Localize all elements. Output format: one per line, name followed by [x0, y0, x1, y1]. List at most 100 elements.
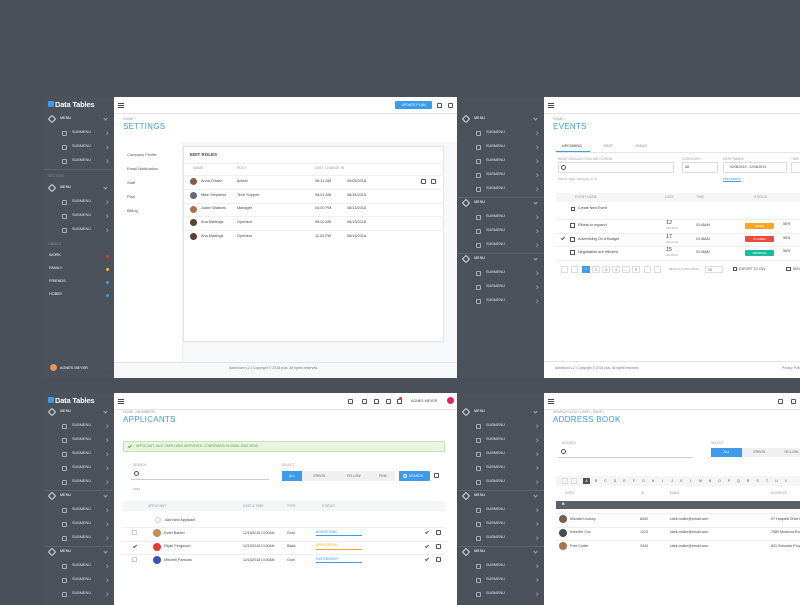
page-button[interactable]: 9 [632, 266, 640, 273]
filter-chip[interactable]: ALL [282, 471, 302, 481]
category-select[interactable] [682, 162, 718, 173]
delete-icon[interactable] [436, 557, 441, 562]
alphabet-letter[interactable]: N [708, 479, 712, 483]
alphabet-letter[interactable]: B [594, 479, 598, 483]
avatar [153, 542, 161, 551]
page-button[interactable]: 3 [602, 266, 610, 273]
search-button[interactable]: SEARCH [399, 471, 430, 481]
filter-chip[interactable]: ALL [711, 448, 742, 457]
page-button[interactable]: 4 [612, 266, 620, 273]
hamburger-line[interactable] [118, 106, 124, 108]
checkbox[interactable] [132, 530, 137, 535]
alphabet-letter[interactable]: U [775, 479, 778, 483]
toolbar-icon[interactable] [348, 398, 353, 404]
page-arrow[interactable] [644, 266, 651, 273]
filter-chip[interactable]: GREEN [742, 448, 776, 457]
alphabet-letter[interactable]: I [662, 479, 663, 483]
checkbox[interactable] [132, 557, 137, 562]
alphabet-letter[interactable]: J [671, 479, 673, 483]
applicant-date: 12/13/2018 13:00AM [243, 530, 275, 535]
filter-chip[interactable]: PINK [371, 471, 395, 481]
page-title: EVENTS [553, 122, 587, 131]
hamburger-line[interactable] [548, 398, 554, 400]
alphabet-letter[interactable]: F [632, 479, 636, 483]
alphabet-letter[interactable]: T [765, 479, 769, 483]
page-button[interactable]: ... [622, 266, 630, 273]
toolbar-icon[interactable] [362, 398, 367, 404]
alphabet-letter[interactable]: Q [737, 479, 740, 483]
delete-icon[interactable] [436, 530, 441, 535]
filter-chip[interactable]: YELLOW [336, 471, 371, 481]
hamburger-line[interactable] [118, 402, 124, 404]
cell: 3344 [640, 543, 648, 548]
search-input[interactable] [131, 468, 269, 480]
edit-icon[interactable] [421, 179, 426, 184]
hamburger-line[interactable] [548, 106, 554, 108]
tab: IDEAS [636, 144, 647, 148]
row-border [556, 526, 800, 528]
alphabet-arrow[interactable] [562, 478, 568, 484]
hamburger-line[interactable] [548, 102, 554, 104]
delete-icon[interactable] [436, 543, 441, 549]
submenu-icon [62, 521, 67, 527]
search-input[interactable] [558, 446, 693, 458]
update-plan-button[interactable]: UPDATE PLAN [395, 101, 432, 109]
alphabet-letter[interactable]: E [623, 479, 626, 483]
help-icon[interactable] [791, 398, 796, 404]
table-header [556, 193, 800, 202]
hamburger-line[interactable] [118, 398, 124, 400]
submenu-icon [476, 144, 481, 150]
page-arrow[interactable] [654, 266, 661, 273]
alphabet-letter[interactable]: O [718, 479, 721, 483]
filter-chip[interactable]: GREEN [302, 471, 336, 481]
breadcrumb: HOME / [123, 117, 136, 121]
toolbar-icon[interactable] [386, 398, 391, 404]
results-select[interactable]: 10 [705, 266, 723, 273]
hamburger-line[interactable] [118, 102, 124, 104]
search-input[interactable] [558, 162, 674, 173]
alphabet-letter[interactable]: A [583, 478, 590, 484]
alphabet-letter[interactable]: P [727, 479, 731, 483]
cell: 04:00 PM [315, 206, 332, 211]
filter-chip[interactable]: YELLOW [776, 448, 800, 457]
row-border [183, 230, 444, 231]
page-arrow[interactable] [571, 266, 578, 273]
alphabet-letter[interactable]: M [699, 479, 702, 483]
hamburger-line[interactable] [118, 104, 124, 106]
page-arrow[interactable] [561, 266, 568, 273]
alphabet-letter[interactable]: S [756, 479, 759, 483]
delete-icon[interactable] [431, 179, 436, 184]
page-button[interactable]: 2 [592, 266, 600, 273]
tab: UPCOMING [562, 144, 582, 148]
alphabet-letter[interactable]: C [604, 479, 607, 483]
edit-icon[interactable] [434, 473, 439, 478]
page-button[interactable]: 1 [582, 266, 590, 273]
submenu-icon [476, 563, 481, 569]
hamburger-line[interactable] [548, 400, 554, 402]
alphabet-letter[interactable]: H [651, 479, 655, 483]
alphabet-letter[interactable]: V [784, 479, 788, 483]
alphabet-letter[interactable]: L [690, 479, 692, 483]
logout-icon[interactable] [448, 102, 453, 108]
hamburger-line[interactable] [548, 104, 554, 106]
add-icon [155, 517, 161, 523]
row-border [183, 216, 444, 217]
date-range-input[interactable] [723, 162, 787, 173]
bell-icon[interactable] [437, 102, 442, 108]
alphabet-letter[interactable]: D [613, 479, 617, 483]
cell: 97 Hospital Drive Hendersonville [771, 516, 800, 521]
label-name: FRIENDS [49, 279, 66, 283]
hamburger-line[interactable] [118, 400, 124, 402]
separator [44, 546, 114, 547]
time-range-input[interactable] [791, 162, 800, 173]
toolbar-icon[interactable] [374, 398, 379, 404]
alphabet-letter[interactable]: R [746, 479, 750, 483]
alphabet-letter[interactable]: K [680, 479, 683, 483]
event-name: Advertising On A Budget [578, 236, 620, 241]
alphabet-letter[interactable]: G [642, 479, 645, 483]
alphabet-arrow[interactable] [571, 478, 577, 484]
logout-icon[interactable] [105, 365, 110, 370]
hamburger-line[interactable] [548, 402, 554, 404]
search-icon[interactable] [778, 398, 783, 404]
calendar-icon [570, 223, 575, 228]
